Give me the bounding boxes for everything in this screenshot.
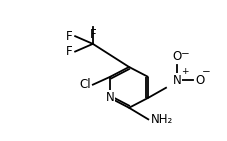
Text: N: N (173, 74, 181, 87)
Text: O: O (195, 74, 205, 87)
Text: −: − (201, 67, 210, 77)
Text: +: + (181, 67, 188, 76)
Text: F: F (66, 45, 73, 58)
Text: −: − (181, 49, 189, 59)
Text: O: O (172, 50, 181, 63)
Text: F: F (66, 30, 73, 43)
Text: NH₂: NH₂ (151, 113, 173, 126)
Text: Cl: Cl (80, 78, 91, 91)
Text: F: F (89, 28, 96, 41)
Text: N: N (105, 91, 114, 104)
